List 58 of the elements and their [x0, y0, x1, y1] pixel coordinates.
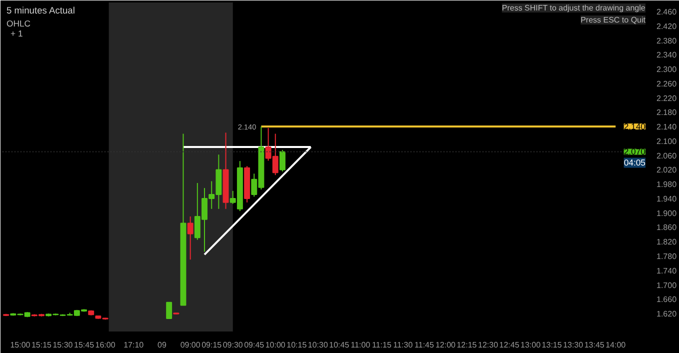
x-tick-label: 09:00 [180, 340, 201, 350]
y-tick-label: 1.980 [656, 180, 678, 190]
annotation: 2.140 [624, 122, 646, 132]
y-tick-label: 1.620 [656, 310, 678, 319]
x-tick-label: 13:30 [563, 340, 584, 350]
x-tick-label: 12:30 [478, 340, 499, 350]
y-tick-label: 1.860 [656, 223, 678, 232]
x-tick-label: 15:30 [52, 340, 74, 350]
x-tick-label: 14:00 [606, 340, 626, 350]
x-tick-label: 11:15 [372, 340, 392, 350]
y-tick-label: 1.740 [656, 266, 678, 276]
x-tick-label: 15:45 [74, 340, 95, 350]
x-tick-label: 10:30 [308, 340, 328, 350]
y-tick-label: 2.140 [656, 122, 678, 132]
y-tick-label: 1.900 [656, 208, 678, 218]
chart-title: 5 minutes Actual [6, 6, 75, 16]
x-tick-label: 12:15 [456, 340, 478, 350]
y-tick-label: 2.220 [656, 94, 678, 103]
y-tick-label: 1.820 [656, 238, 678, 247]
annotation: OHLC [6, 18, 31, 28]
x-tick-label: 10:45 [329, 340, 350, 350]
annotation: Press ESC to Quit [580, 16, 646, 24]
annotation: + 1 [10, 28, 23, 38]
x-tick-label: 12:00 [435, 340, 456, 350]
x-tick-label: 17:10 [124, 340, 144, 350]
annotation: 04:05 [624, 158, 646, 168]
y-tick-label: 2.420 [656, 22, 678, 31]
y-tick-label: 1.660 [656, 295, 678, 304]
y-tick-label: 2.180 [656, 108, 678, 118]
annotation: Press SHIFT to adjust the drawing angle [502, 4, 646, 12]
y-tick-label: 2.460 [656, 7, 678, 16]
y-tick-label: 1.780 [656, 252, 678, 261]
x-tick-label: 11:30 [393, 340, 414, 350]
x-tick-label: 13:45 [584, 340, 605, 350]
y-tick-label: 2.300 [656, 65, 678, 74]
x-tick-label: 11:45 [414, 340, 434, 350]
y-tick-label: 1.940 [656, 194, 678, 204]
y-tick-label: 2.380 [656, 36, 678, 46]
y-tick-label: 1.700 [656, 280, 678, 290]
x-tick-label: 09:45 [244, 340, 265, 350]
x-tick-label: 09 [158, 340, 167, 350]
x-tick-label: 11:00 [350, 340, 371, 350]
annotation: 2.070 [624, 146, 646, 157]
y-tick-label: 2.260 [656, 79, 678, 88]
x-tick-label: 10:00 [265, 340, 286, 350]
y-tick-label: 2.020 [656, 166, 678, 175]
x-tick-label: 13:00 [520, 340, 542, 350]
x-tick-label: 12:45 [499, 340, 520, 350]
x-tick-label: 10:15 [286, 340, 308, 350]
x-tick-label: 09:15 [202, 340, 222, 350]
x-tick-label: 15:15 [31, 340, 52, 350]
y-tick-label: 2.340 [656, 50, 678, 60]
y-tick-label: 2.100 [656, 136, 678, 146]
y-tick-label: 2.060 [656, 151, 678, 160]
x-tick-label: 15:00 [10, 340, 31, 350]
x-tick-label: 13:15 [542, 340, 562, 350]
x-tick-label: 16:00 [95, 340, 116, 350]
x-tick-label: 09:30 [222, 340, 244, 350]
